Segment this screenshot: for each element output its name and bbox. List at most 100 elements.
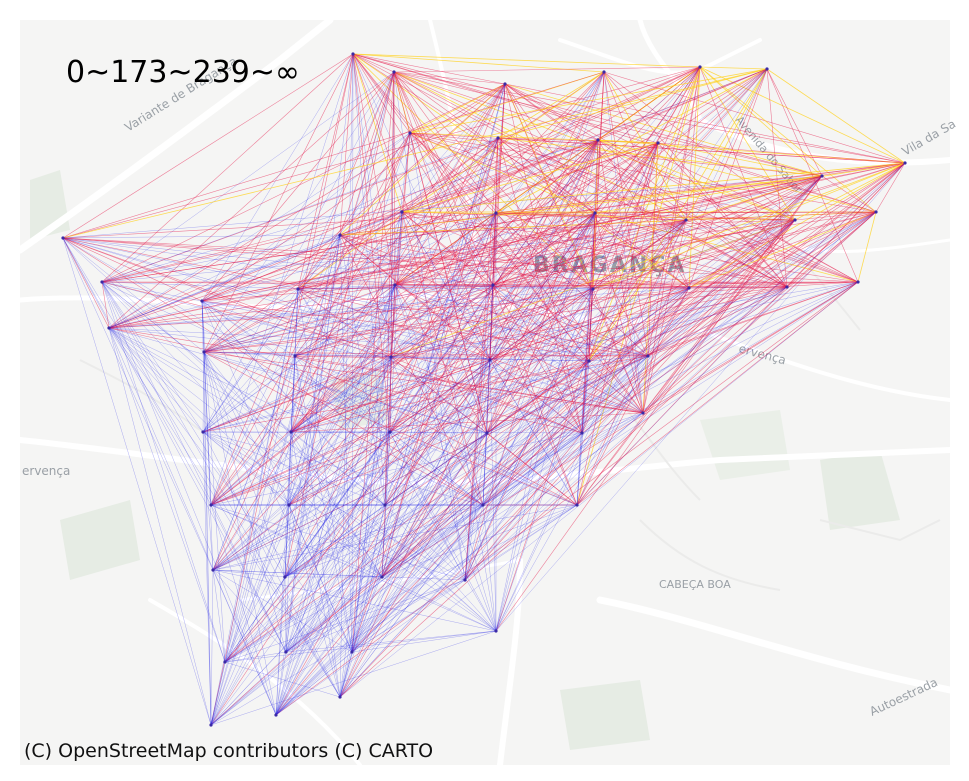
flow-line (202, 431, 484, 506)
flow-line (351, 287, 690, 653)
flow-line (275, 576, 383, 716)
flow-line (390, 356, 497, 632)
flow-node (400, 210, 404, 214)
flow-line (576, 355, 649, 506)
flow-line (497, 68, 768, 139)
flow-line (290, 288, 299, 433)
flow-line (108, 327, 497, 632)
flow-line (492, 219, 796, 286)
flow-node (209, 723, 213, 727)
flow-line (504, 83, 649, 357)
flow-node (698, 65, 702, 69)
flow-node (283, 575, 287, 579)
flow-line (492, 175, 823, 286)
flow-line (294, 211, 403, 357)
flow-line (588, 360, 644, 414)
flow-node (580, 431, 584, 435)
flow-line (210, 284, 396, 726)
flow-line (201, 234, 341, 302)
flow-line (108, 284, 494, 329)
flow-line (492, 284, 594, 290)
flow-node (293, 354, 297, 358)
flow-line (275, 579, 466, 716)
flow-line (657, 68, 768, 144)
flow-line (394, 284, 644, 414)
flow-line (394, 281, 859, 286)
flow-line (285, 630, 497, 653)
flow-line (482, 432, 583, 506)
flow-line (224, 288, 299, 663)
flow-line (62, 66, 701, 239)
flow-line (875, 162, 906, 213)
flow-line (203, 219, 687, 353)
flow-line (401, 211, 494, 286)
flow-line (212, 569, 226, 663)
flow-line (284, 234, 341, 578)
flow-line (108, 71, 395, 329)
flow-line (688, 286, 788, 289)
flow-line (495, 360, 590, 632)
flow-line (288, 219, 687, 506)
flow-line (201, 300, 383, 578)
flow-line (492, 162, 906, 286)
flow-line (482, 355, 649, 506)
flow-line (384, 287, 690, 506)
flow-line (275, 355, 296, 716)
flow-line (381, 432, 488, 578)
flow-line (210, 576, 286, 726)
flow-line (101, 281, 286, 578)
flow-node (100, 280, 104, 284)
flow-line (699, 66, 768, 70)
flow-line (857, 211, 877, 283)
flow-line (352, 53, 386, 506)
flow-line (294, 355, 578, 506)
flow-line (203, 351, 590, 362)
flow-line (108, 284, 396, 329)
flow-line (597, 139, 906, 164)
flow-line (390, 288, 594, 358)
flow-line (464, 432, 583, 581)
flow-line (288, 212, 497, 506)
flow-line (688, 162, 906, 289)
flow-line (210, 71, 605, 726)
flow-line (297, 288, 391, 433)
flow-line (597, 139, 796, 221)
flow-line (202, 431, 488, 434)
flow-line (224, 630, 497, 663)
flow-line (224, 356, 392, 663)
flow-node (338, 695, 342, 699)
flow-line (101, 281, 497, 632)
flow-line (297, 288, 488, 434)
flow-line (821, 175, 877, 213)
flow-line (393, 71, 578, 506)
flow-line (294, 355, 644, 414)
flow-line (699, 66, 796, 221)
flow-node (393, 283, 397, 287)
flow-line (284, 71, 605, 578)
flow-line (389, 356, 392, 433)
flow-line (202, 137, 499, 433)
flow-node (496, 136, 500, 140)
flow-line (101, 142, 659, 283)
flow-line (492, 284, 649, 357)
district-label: CABEÇA BOA (659, 578, 731, 591)
flow-line (390, 281, 859, 358)
flow-line (210, 234, 341, 506)
flow-line (657, 142, 788, 288)
flow-line (62, 237, 690, 289)
flow-line (381, 576, 497, 632)
flow-line (201, 300, 212, 726)
flow-line (210, 219, 687, 506)
flow-line (597, 139, 644, 414)
flow-line (202, 431, 383, 578)
flow-line (212, 569, 287, 653)
flow-line (351, 355, 649, 653)
flow-line (339, 219, 796, 698)
flow-line (492, 284, 644, 414)
flow-line (290, 71, 605, 433)
flow-line (285, 355, 649, 653)
flow-line (290, 132, 411, 433)
flow-line (339, 139, 599, 236)
flow-line (688, 211, 877, 289)
